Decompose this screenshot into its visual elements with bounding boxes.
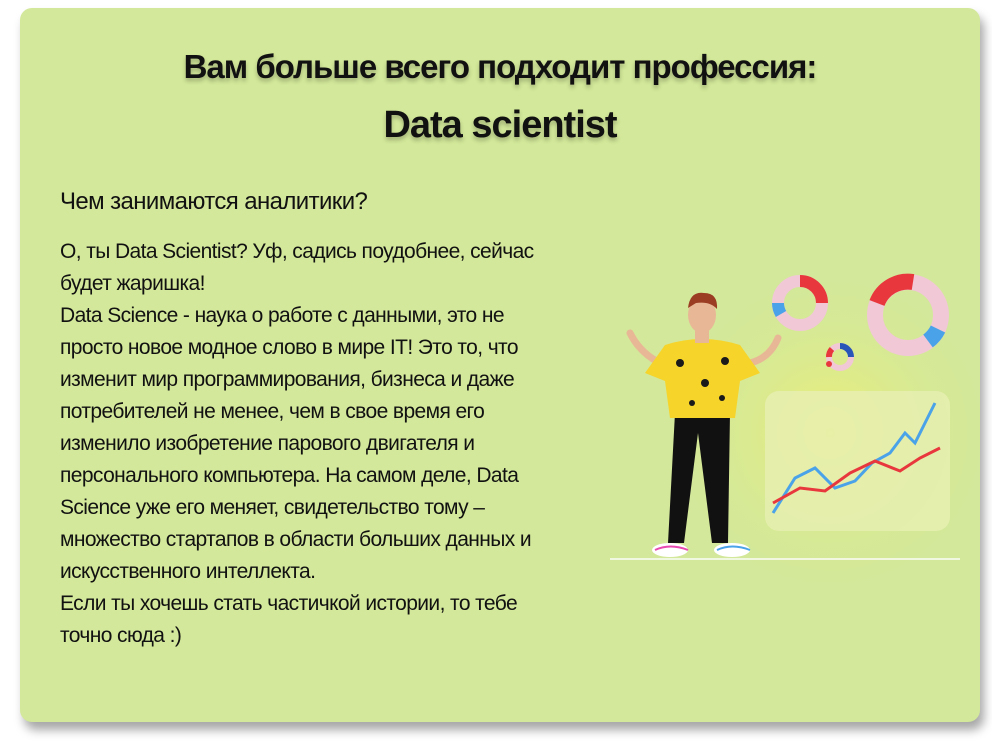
donut-chart-large bbox=[867, 273, 949, 356]
donut-chart-tiny bbox=[826, 343, 854, 371]
paragraph-1: О, ты Data Scientist? Уф, садись поудобн… bbox=[60, 240, 534, 295]
red-dot bbox=[826, 361, 832, 367]
page-title: Вам больше всего подходит профессия: bbox=[183, 48, 818, 85]
donut-chart-small bbox=[772, 275, 828, 331]
paragraph-3: Если ты хочешь стать частичкой истории, … bbox=[60, 592, 518, 647]
person-figure bbox=[626, 292, 782, 557]
chart-panel bbox=[765, 391, 950, 531]
profession-name: Data scientist bbox=[383, 104, 617, 146]
result-card: Вам больше всего подходит профессия: Dat… bbox=[20, 8, 980, 722]
red-chart-line bbox=[772, 446, 941, 505]
blue-chart-line bbox=[771, 402, 937, 514]
description-text: О, ты Data Scientist? Уф, садись поудобн… bbox=[60, 236, 560, 652]
paragraph-2: Data Science - наука о работе с данными,… bbox=[60, 304, 532, 583]
data-scientist-illustration-icon bbox=[610, 263, 980, 603]
section-heading: Чем занимаются аналитики? bbox=[60, 188, 368, 215]
